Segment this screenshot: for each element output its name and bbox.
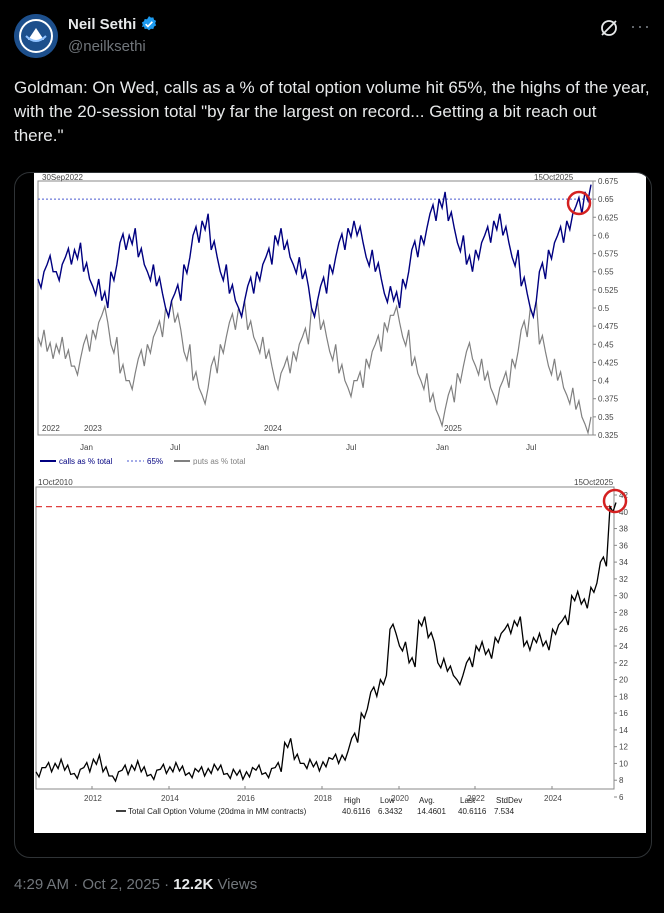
bottom-ytick-label: 6 xyxy=(619,793,624,802)
top-year-label: 2023 xyxy=(84,424,102,433)
top-ytick-label: 0.475 xyxy=(598,322,619,331)
bottom-stat-value: 7.534 xyxy=(494,807,515,816)
top-month-label: Jan xyxy=(256,443,269,452)
bottom-xtick-label: 2018 xyxy=(314,794,332,803)
bottom-stat-value: 40.6116 xyxy=(342,807,371,816)
bottom-ytick-label: 34 xyxy=(619,558,628,567)
bottom-ytick-label: 30 xyxy=(619,592,628,601)
top-year-label: 2025 xyxy=(444,424,462,433)
bottom-stat-header: Avg. xyxy=(419,796,435,805)
top-month-label: Jul xyxy=(170,443,180,452)
bottom-date-start: 1Oct2010 xyxy=(38,478,73,487)
views-label: Views xyxy=(213,876,258,893)
top-calls-series xyxy=(37,184,592,320)
chart-calls-puts-ratio: 30Sep2022 15Oct2025 0.675 0.65 0.625 0.6 0.5… xyxy=(34,173,646,466)
top-highlight-circle xyxy=(566,190,592,216)
more-icon[interactable]: ··· xyxy=(630,16,651,36)
bottom-stat-header: High xyxy=(344,796,360,805)
bottom-xtick-label: 2016 xyxy=(237,794,255,803)
top-date-start: 30Sep2022 xyxy=(42,173,83,182)
bottom-ytick-label: 38 xyxy=(619,525,628,534)
tweet-text: Goldman: On Wed, calls as a % of total o… xyxy=(14,78,650,145)
bottom-stat-header: StdDev xyxy=(496,796,522,805)
bottom-ytick-label: 26 xyxy=(619,625,628,634)
bottom-xtick-label: 2022 xyxy=(467,794,485,803)
avatar[interactable] xyxy=(14,14,58,58)
bottom-xtick-label: 2014 xyxy=(161,794,179,803)
top-ytick-label: 0.55 xyxy=(598,268,614,277)
top-ytick-label: 0.525 xyxy=(598,286,619,295)
top-ytick-label: 0.325 xyxy=(598,431,619,440)
top-ytick-label: 0.675 xyxy=(598,177,619,186)
top-ytick-label: 0.5 xyxy=(598,304,610,313)
bottom-ytick-label: 18 xyxy=(619,692,628,701)
bottom-call-volume-series xyxy=(35,502,617,783)
chart-call-volume: 1Oct2010 15Oct2025 42 40 38 36 34 32 30 28 26 24 2… xyxy=(34,465,646,833)
top-ytick-label: 0.575 xyxy=(598,250,619,259)
bottom-xtick-label: 2012 xyxy=(84,794,102,803)
verified-badge-icon xyxy=(142,16,157,31)
author-handle[interactable]: @neilksethi xyxy=(68,38,146,55)
top-month-label: Jan xyxy=(80,443,93,452)
bottom-ytick-label: 8 xyxy=(619,776,624,785)
top-legend-65: 65% xyxy=(147,457,163,465)
tweet-media[interactable]: 30Sep2022 15Oct2025 0.675 0.65 0.625 0.6 0.5… xyxy=(14,172,652,858)
top-month-label: Jul xyxy=(526,443,536,452)
top-year-label: 2022 xyxy=(42,424,60,433)
bottom-date-end: 15Oct2025 xyxy=(574,478,614,487)
bottom-xtick-label: 2024 xyxy=(544,794,562,803)
avatar-logo-icon xyxy=(14,14,58,58)
top-ytick-label: 0.375 xyxy=(598,395,619,404)
bottom-ytick-label: 32 xyxy=(619,575,628,584)
bottom-ytick-label: 24 xyxy=(619,642,628,651)
top-ytick-label: 0.35 xyxy=(598,413,614,422)
bottom-xtick-label: 2020 xyxy=(391,794,409,803)
top-puts-series xyxy=(37,300,592,436)
bottom-stat-header: Last xyxy=(460,796,476,805)
bottom-highlight-circle xyxy=(602,488,628,514)
bottom-legend-label: Total Call Option Volume (20dma in MM co… xyxy=(128,807,307,816)
top-ytick-label: 0.425 xyxy=(598,358,619,367)
bottom-ytick-label: 12 xyxy=(619,743,628,752)
bottom-stat-value: 6.3432 xyxy=(378,807,403,816)
grok-icon[interactable] xyxy=(599,18,619,38)
bottom-ytick-label: 20 xyxy=(619,676,628,685)
bottom-stat-value: 14.4601 xyxy=(417,807,446,816)
bottom-ytick-label: 40 xyxy=(619,508,628,517)
bottom-ytick-label: 14 xyxy=(619,726,628,735)
bottom-ytick-label: 28 xyxy=(619,608,628,617)
author-name[interactable]: Neil Sethi xyxy=(68,15,137,33)
bottom-ytick-label: 22 xyxy=(619,659,628,668)
tweet-time[interactable]: 4:29 AM · Oct 2, 2025 · xyxy=(14,876,174,893)
chart-call-volume-svg: 1Oct2010 15Oct2025 424038363432302826242… xyxy=(35,478,628,816)
top-date-end: 15Oct2025 xyxy=(534,173,574,182)
bottom-stat-header: Low xyxy=(380,796,395,805)
top-ytick-label: 0.6 xyxy=(598,231,610,240)
views-count: 12.2K xyxy=(173,876,214,893)
author-name-row[interactable]: Neil Sethi xyxy=(68,15,158,33)
tweet-meta: 4:29 AM · Oct 2, 2025 · 12.2K Views xyxy=(14,876,257,893)
bottom-ytick-label: 10 xyxy=(619,759,628,768)
top-ytick-label: 0.45 xyxy=(598,340,614,349)
top-ytick-label: 0.4 xyxy=(598,377,610,386)
top-month-label: Jan xyxy=(436,443,449,452)
top-month-label: Jul xyxy=(346,443,356,452)
top-legend-calls: calls as % total xyxy=(59,457,113,465)
chart-calls-puts-ratio-svg: 30Sep2022 15Oct2025 0.675 0.65 0.625 0.6 0.5… xyxy=(37,173,619,466)
bottom-ytick-label: 16 xyxy=(619,709,628,718)
bottom-ytick-label: 36 xyxy=(619,541,628,550)
top-year-label: 2024 xyxy=(264,424,282,433)
top-legend-puts: puts as % total xyxy=(193,457,246,465)
top-ytick-label: 0.65 xyxy=(598,195,614,204)
top-ytick-label: 0.625 xyxy=(598,213,619,222)
bottom-stat-value: 40.6116 xyxy=(458,807,487,816)
